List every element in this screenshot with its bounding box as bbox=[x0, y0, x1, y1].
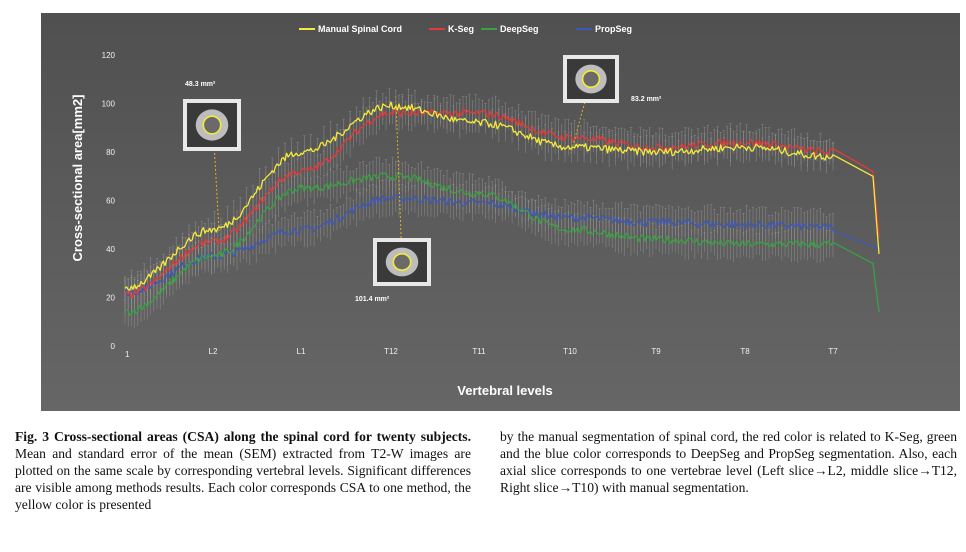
y-tick-label: 60 bbox=[106, 197, 115, 206]
x-tick-label: T11 bbox=[472, 347, 486, 356]
x-axis-ticks: 1 L2 L1 T12 T11 T10 T9 T8 T7 bbox=[125, 347, 838, 359]
y-tick-label: 120 bbox=[102, 51, 116, 60]
chart-figure: Manual Spinal Cord K-Seg DeepSeg PropSeg 0 2… bbox=[41, 13, 960, 411]
series-lines bbox=[124, 101, 880, 317]
y-tick-label: 80 bbox=[106, 148, 115, 157]
slice-cord-outline bbox=[581, 70, 601, 88]
caption-body-left: Mean and standard error of the mean (SEM… bbox=[15, 446, 471, 512]
series-line bbox=[124, 108, 880, 298]
legend-item: Manual Spinal Cord bbox=[299, 24, 402, 34]
legend-item: PropSeg bbox=[576, 24, 632, 34]
series-line bbox=[124, 101, 880, 291]
y-tick-label: 100 bbox=[102, 100, 116, 109]
series-line bbox=[124, 172, 880, 317]
legend-item: K-Seg bbox=[429, 24, 474, 34]
slice-cord-outline bbox=[392, 253, 412, 271]
x-tick-label: T8 bbox=[740, 347, 750, 356]
csa-line-chart: Manual Spinal Cord K-Seg DeepSeg PropSeg 0 2… bbox=[41, 13, 960, 411]
y-tick-label: 40 bbox=[106, 245, 115, 254]
legend-label: K-Seg bbox=[448, 24, 474, 34]
csa-annotation: 101.4 mm² bbox=[355, 296, 390, 303]
x-tick-label: L2 bbox=[209, 347, 218, 356]
chart-legend: Manual Spinal Cord K-Seg DeepSeg PropSeg bbox=[299, 24, 632, 34]
axial-slice-image bbox=[563, 55, 619, 103]
x-tick-label: T10 bbox=[563, 347, 577, 356]
legend-label: PropSeg bbox=[595, 24, 632, 34]
y-axis-label: Cross-sectional area[mm2] bbox=[70, 95, 85, 262]
legend-item: DeepSeg bbox=[481, 24, 539, 34]
series-line bbox=[124, 193, 880, 297]
caption-lead: Cross-sectional areas (CSA) along the sp… bbox=[53, 429, 471, 444]
y-axis-ticks: 0 20 40 60 80 100 120 bbox=[102, 51, 116, 351]
x-tick-label: L1 bbox=[297, 347, 306, 356]
leader-line bbox=[395, 100, 403, 263]
caption-label: Fig. 3 bbox=[15, 429, 50, 444]
x-tick-label: T12 bbox=[384, 347, 398, 356]
x-tick-label: 1 bbox=[125, 350, 130, 359]
axial-slice-insets: 48.3 mm² 101.4 mm² 83.2 mm² bbox=[183, 55, 662, 303]
figure-caption-right: by the manual segmentation of spinal cor… bbox=[500, 428, 957, 496]
legend-label: Manual Spinal Cord bbox=[318, 24, 402, 34]
axial-slice-image bbox=[373, 238, 431, 286]
x-tick-label: T9 bbox=[651, 347, 661, 356]
csa-annotation: 83.2 mm² bbox=[631, 96, 662, 103]
csa-annotation: 48.3 mm² bbox=[185, 81, 216, 88]
y-tick-label: 20 bbox=[106, 294, 115, 303]
legend-label: DeepSeg bbox=[500, 24, 539, 34]
caption-body-right: by the manual segmentation of spinal cor… bbox=[500, 429, 957, 495]
axial-slice-image bbox=[183, 99, 241, 151]
x-tick-label: T7 bbox=[828, 347, 838, 356]
figure-caption-left: Fig. 3 Cross-sectional areas (CSA) along… bbox=[15, 428, 471, 513]
slice-cord-outline bbox=[202, 115, 222, 135]
x-axis-label: Vertebral levels bbox=[457, 383, 552, 398]
y-tick-label: 0 bbox=[111, 342, 116, 351]
chart-background bbox=[41, 13, 960, 411]
